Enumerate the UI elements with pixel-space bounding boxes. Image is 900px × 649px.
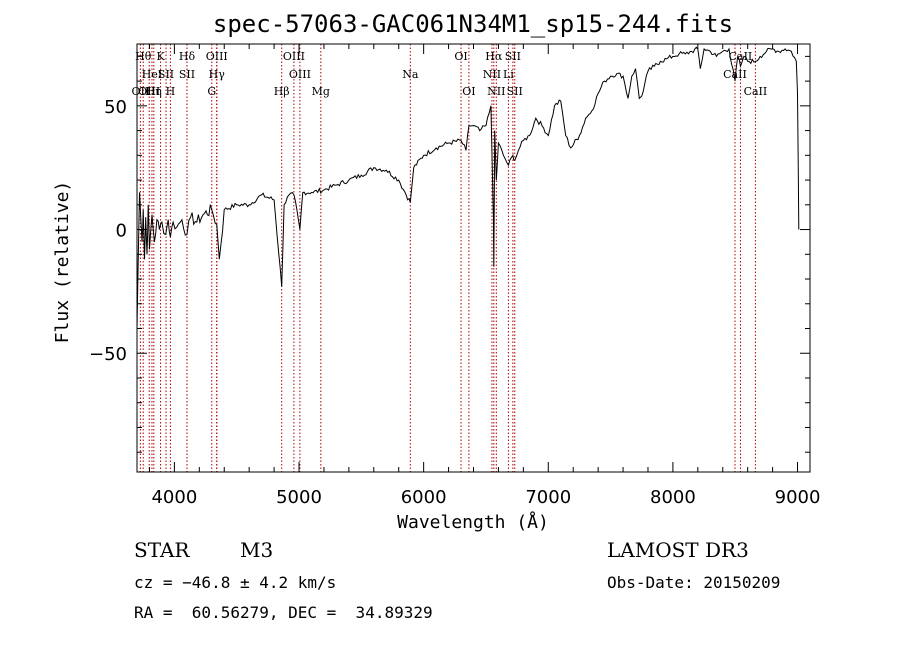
line-label-27: CaII bbox=[729, 50, 753, 63]
line-label-24: SII bbox=[505, 50, 521, 63]
x-axis: 4000 5000 6000 7000 8000 9000 bbox=[148, 44, 821, 508]
line-label-28: CaII bbox=[744, 85, 768, 98]
object-subclass: M3 bbox=[240, 538, 274, 562]
line-label-22: NII bbox=[487, 85, 505, 98]
line-label-25: SII bbox=[507, 85, 523, 98]
survey-name: LAMOST DR3 bbox=[607, 538, 749, 562]
object-class: STAR bbox=[134, 538, 190, 562]
line-label-20: NII bbox=[483, 68, 501, 81]
y-axis: −50 0 50 bbox=[89, 55, 810, 453]
line-label-8: Hδ bbox=[179, 50, 196, 63]
x-tick-label: 5000 bbox=[276, 487, 322, 508]
line-label-19: OI bbox=[462, 85, 475, 98]
chart-title: spec-57063-GAC061N34M1_sp15-244.fits bbox=[213, 10, 733, 38]
line-label-0: OII bbox=[132, 85, 150, 98]
line-label-26: CaII bbox=[723, 68, 747, 81]
x-axis-label: Wavelength (Å) bbox=[397, 511, 549, 533]
spectral-line-labels: OIIHθOIIIHηHeIKSIIHHδSIIGOIIIHγHβOIIIOII… bbox=[132, 50, 768, 98]
line-label-12: Hγ bbox=[209, 68, 226, 81]
observation-date: Obs-Date: 20150209 bbox=[607, 573, 781, 592]
line-label-21: Hα bbox=[485, 50, 503, 63]
x-tick-label: 9000 bbox=[775, 487, 821, 508]
x-tick-label: 7000 bbox=[525, 487, 571, 508]
line-label-13: Hβ bbox=[274, 85, 290, 98]
plot-frame bbox=[136, 43, 811, 473]
spectrum-line bbox=[136, 46, 800, 329]
line-label-2: OIII bbox=[138, 85, 160, 98]
line-label-6: SII bbox=[158, 68, 174, 81]
line-label-11: OIII bbox=[206, 50, 228, 63]
coordinates: RA = 60.56279, DEC = 34.89329 bbox=[134, 603, 433, 622]
line-label-9: SII bbox=[179, 68, 195, 81]
x-tick-label: 8000 bbox=[650, 487, 696, 508]
redshift-velocity: cz = −46.8 ± 4.2 km/s bbox=[134, 573, 337, 592]
line-label-3: Hη bbox=[146, 85, 162, 98]
line-label-23: Li bbox=[503, 68, 514, 81]
y-tick-label: −50 bbox=[89, 344, 127, 365]
line-label-15: OIII bbox=[289, 68, 311, 81]
line-label-5: K bbox=[156, 50, 165, 63]
x-tick-label: 4000 bbox=[151, 487, 197, 508]
line-label-14: OIII bbox=[283, 50, 305, 63]
line-label-16: Mg bbox=[312, 85, 330, 98]
line-label-17: Na bbox=[402, 68, 419, 81]
line-label-4: HeI bbox=[142, 68, 162, 81]
line-label-18: OI bbox=[454, 50, 467, 63]
line-label-7: H bbox=[166, 85, 176, 98]
y-tick-label: 50 bbox=[104, 97, 127, 118]
spectral-line-markers bbox=[139, 44, 756, 472]
x-tick-label: 6000 bbox=[401, 487, 447, 508]
y-axis-label: Flux (relative) bbox=[52, 181, 73, 344]
line-label-10: G bbox=[207, 85, 216, 98]
line-label-1: Hθ bbox=[135, 50, 152, 63]
y-tick-label: 0 bbox=[116, 221, 127, 242]
